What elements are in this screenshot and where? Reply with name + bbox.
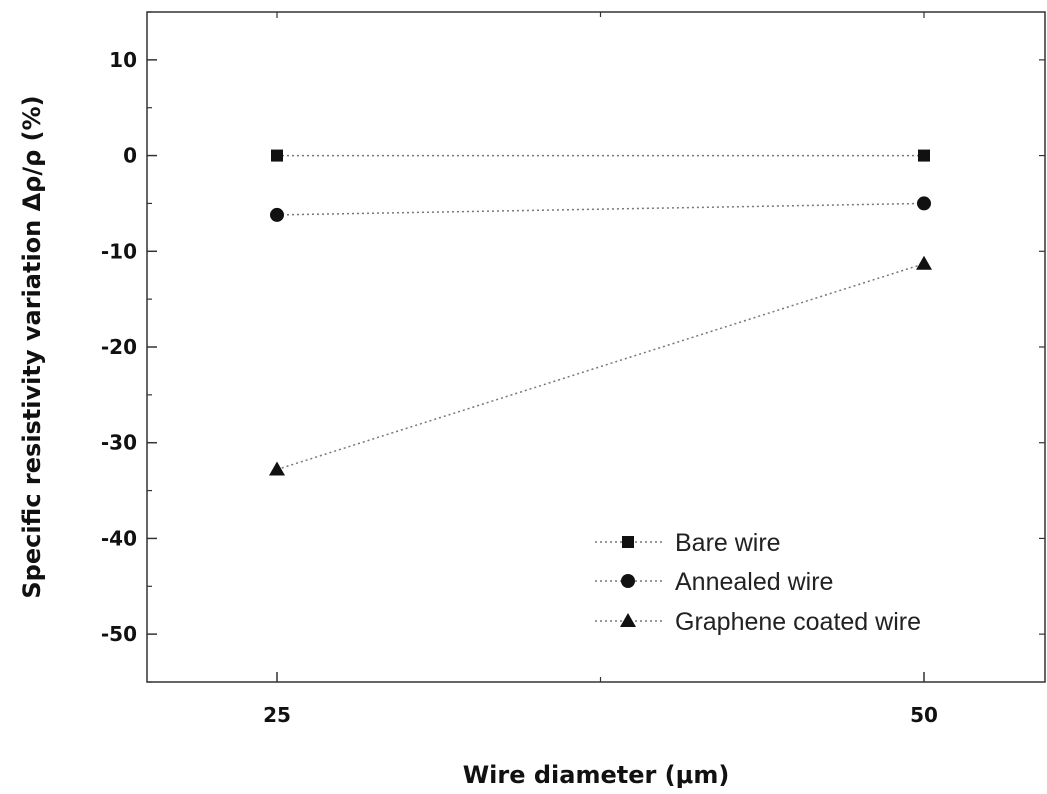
series-line [276, 202, 925, 216]
y-tick-label: -20 [101, 335, 137, 359]
legend-label: Annealed wire [675, 568, 833, 596]
y-tick-label: -10 [101, 239, 137, 263]
legend-label: Graphene coated wire [675, 608, 921, 636]
data-point [270, 207, 284, 222]
legend-label: Bare wire [675, 529, 781, 557]
data-point [271, 149, 283, 162]
y-tick-label: -30 [101, 431, 137, 455]
series-line [276, 263, 925, 471]
legend-marker [621, 574, 635, 588]
series-circle [270, 196, 931, 222]
x-tick-label: 25 [263, 703, 291, 727]
x-axis-ticks: 25 50 [263, 12, 938, 727]
legend-item: Bare wire [595, 529, 781, 557]
data-point [916, 255, 932, 270]
legend: Bare wire Annealed wire Graphene coated wi… [595, 529, 921, 636]
y-tick-label: -50 [101, 622, 137, 646]
x-axis-title: Wire diameter (μm) [463, 761, 730, 789]
series-layer [269, 149, 932, 476]
y-tick-label: 10 [109, 48, 137, 72]
legend-marker [620, 613, 636, 627]
data-point [918, 149, 930, 162]
y-tick-label: 0 [123, 144, 137, 168]
legend-item: Annealed wire [595, 568, 833, 596]
y-axis-ticks: 10 0 -10 -20 -30 -40 -50 [101, 11, 1045, 683]
x-tick-label: 50 [910, 703, 938, 727]
series-triangle [269, 255, 932, 476]
data-point [917, 196, 931, 211]
legend-marker [622, 536, 634, 548]
data-point [269, 461, 285, 476]
legend-item: Graphene coated wire [595, 608, 921, 636]
series-square [271, 149, 930, 162]
y-axis-title: Specific resistivity variation Δρ/ρ (%) [18, 95, 46, 598]
y-tick-label: -40 [101, 526, 137, 550]
